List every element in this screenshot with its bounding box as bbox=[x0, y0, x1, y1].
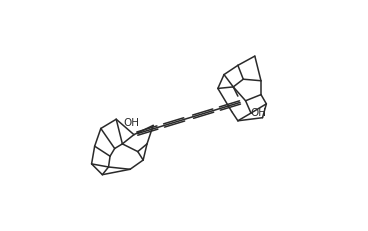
Text: OH: OH bbox=[251, 107, 267, 117]
Text: OH: OH bbox=[124, 118, 139, 128]
